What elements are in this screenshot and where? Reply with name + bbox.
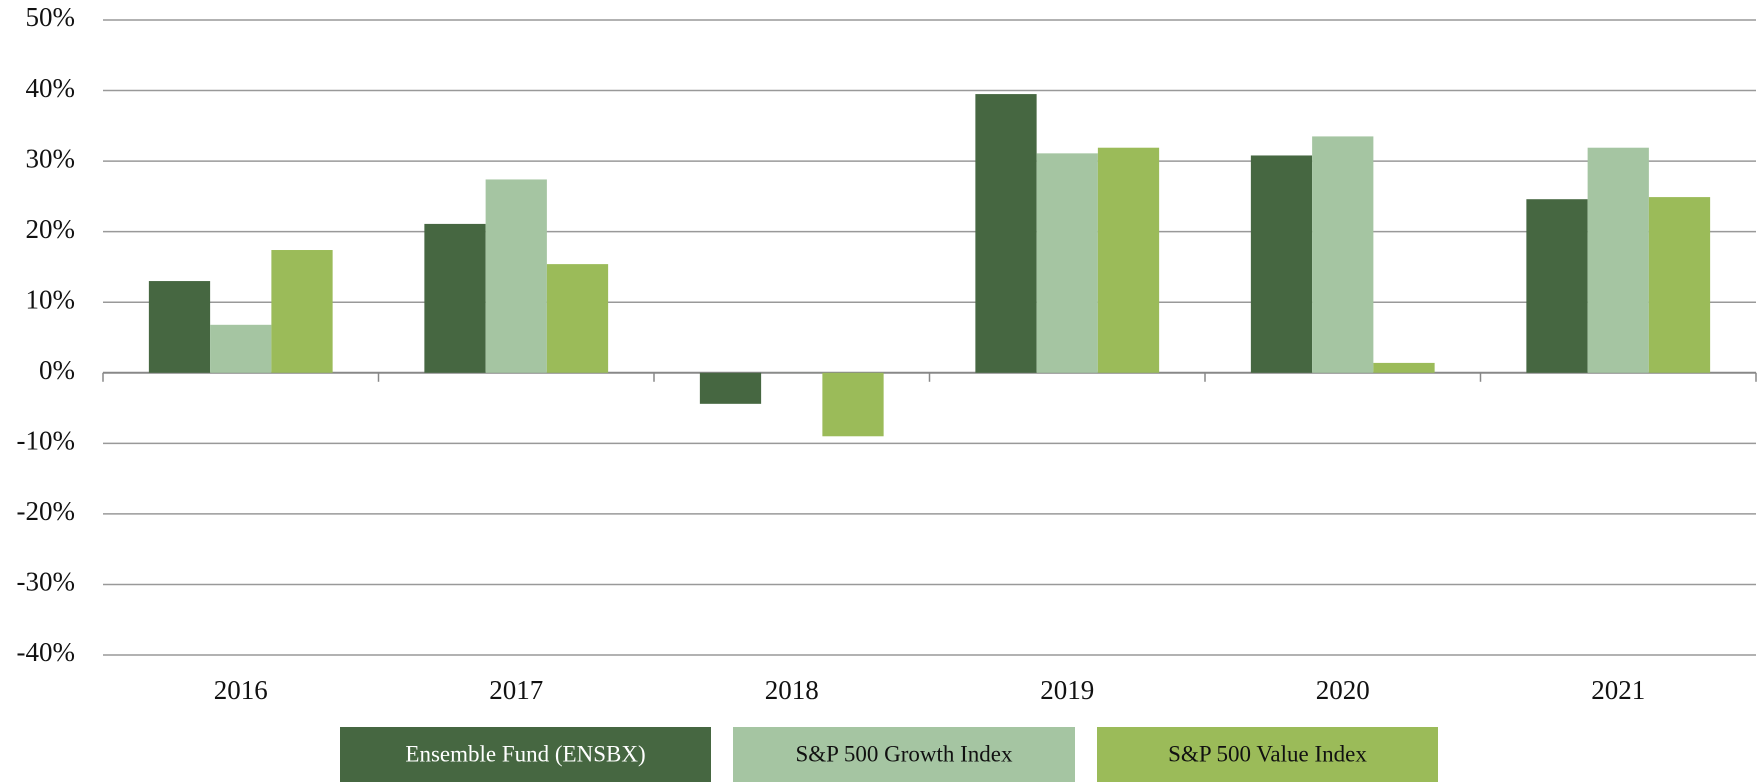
x-tick-label: 2017: [489, 675, 543, 705]
y-tick-label: 40%: [26, 73, 76, 103]
y-tick-label: -20%: [17, 496, 75, 526]
y-tick-label: -40%: [17, 637, 75, 667]
bar: [271, 250, 333, 373]
bar: [424, 223, 486, 373]
bar: [1250, 155, 1313, 373]
x-tick-label: 2019: [1040, 675, 1094, 705]
bar: [822, 372, 884, 437]
legend-label: S&P 500 Value Index: [1168, 741, 1367, 766]
bar: [1097, 147, 1160, 373]
bar: [148, 281, 211, 373]
y-tick-label: 30%: [26, 143, 76, 173]
bar: [1526, 199, 1588, 373]
y-tick-label: 10%: [26, 284, 76, 314]
bar: [1036, 153, 1098, 373]
bar: [1648, 197, 1711, 373]
bar: [699, 372, 762, 404]
bar: [1587, 147, 1649, 373]
bar: [975, 94, 1037, 373]
legend-swatch: [733, 727, 1075, 782]
y-tick-label: -10%: [17, 426, 75, 456]
legend-label: Ensemble Fund (ENSBX): [405, 741, 645, 766]
legend-swatch: [340, 727, 711, 782]
x-tick-label: 2020: [1316, 675, 1370, 705]
legend-swatch: [1097, 727, 1438, 782]
bar: [485, 179, 547, 373]
bar: [1373, 362, 1435, 373]
bar: [546, 264, 609, 373]
y-tick-label: 0%: [39, 355, 75, 385]
bar: [1312, 136, 1374, 373]
x-tick-label: 2021: [1591, 675, 1645, 705]
legend-label: S&P 500 Growth Index: [795, 741, 1013, 766]
bar: [210, 324, 272, 373]
y-tick-label: -30%: [17, 567, 75, 597]
x-tick-label: 2018: [765, 675, 819, 705]
y-tick-label: 50%: [26, 2, 76, 32]
x-tick-label: 2016: [214, 675, 268, 705]
y-tick-label: 20%: [26, 214, 76, 244]
